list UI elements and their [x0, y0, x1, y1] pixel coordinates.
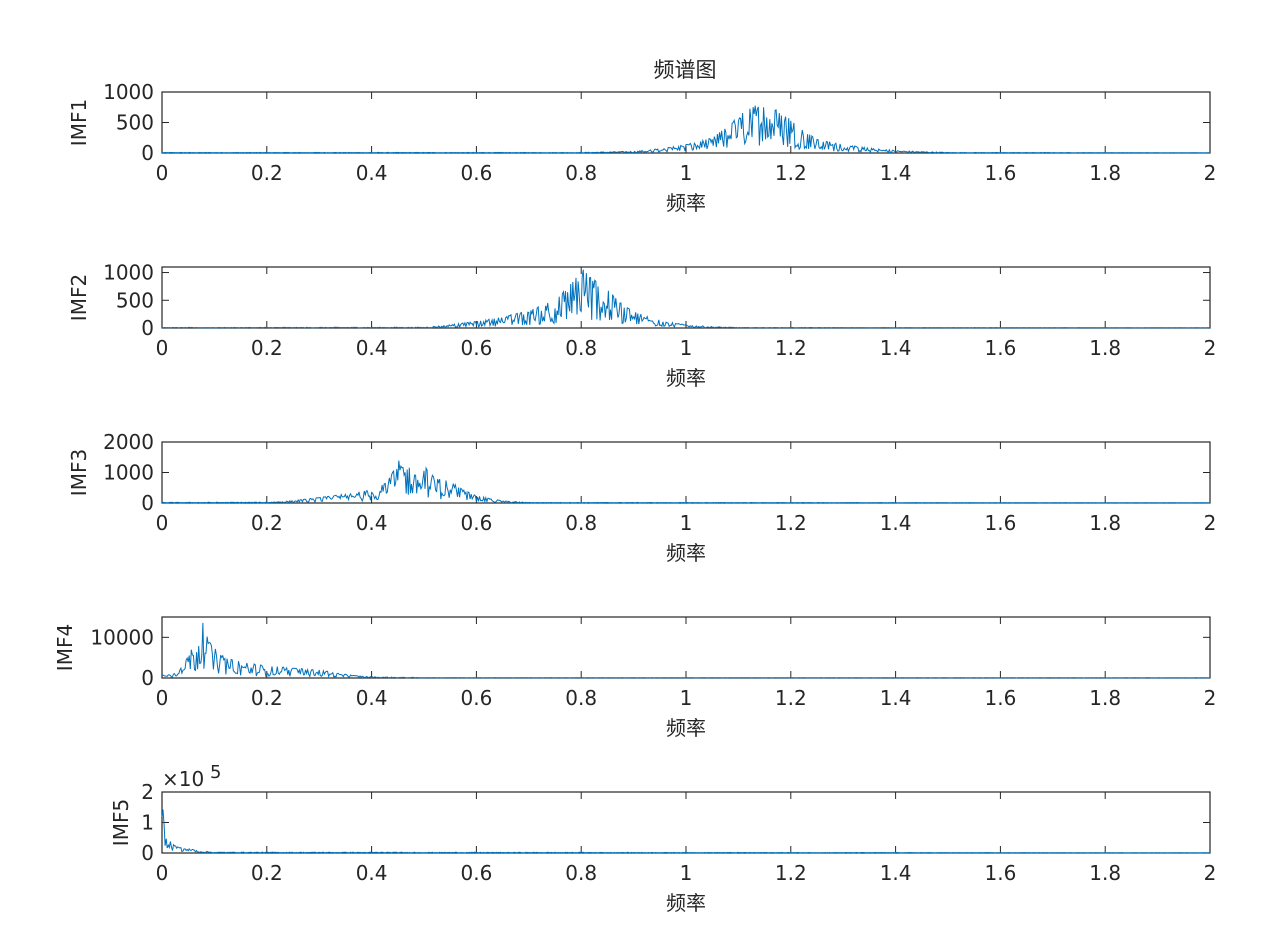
x-tick-label: 0.8 [565, 161, 597, 185]
x-tick-label: 1.8 [1089, 686, 1121, 710]
subplot-4: 0 0.2 0.4 0.6 0.8 1 1.2 1.4 1.6 1.8 2 0 10000 频率 IMF4 [53, 616, 1217, 740]
x-tick-label: 0 [156, 686, 169, 710]
x-tick-label: 0 [156, 336, 169, 360]
spectrum-line [161, 622, 1210, 679]
x-tick-label: 1.6 [984, 511, 1016, 535]
x-tick-label: 0.4 [356, 161, 388, 185]
plot-area [161, 441, 1211, 504]
spectrum-line [161, 809, 1210, 854]
y-tick-label: 0 [141, 666, 154, 690]
x-tick-label: 2 [1204, 861, 1217, 885]
y-tick-label: 1 [141, 811, 154, 835]
y-tick-label: 2 [141, 780, 154, 804]
x-tick-label: 1.8 [1089, 161, 1121, 185]
x-tick-label: 1.4 [880, 511, 912, 535]
x-tick-label: 1 [680, 686, 693, 710]
y-tick-label: 500 [116, 288, 154, 312]
x-tick-label: 0.6 [460, 336, 492, 360]
x-tick-label: 1.2 [775, 511, 807, 535]
x-tick-label: 0 [156, 511, 169, 535]
plot-area [161, 616, 1211, 679]
subplots-container: 0 0.2 0.4 0.6 0.8 1 1.2 1.4 1.6 1.8 205001000频率IMF… [53, 80, 1216, 915]
y-axis-label: IMF3 [67, 449, 91, 496]
x-tick-label: 0.2 [251, 161, 283, 185]
x-tick-label: 0.6 [460, 511, 492, 535]
x-tick-label: 0.8 [565, 336, 597, 360]
x-tick-label: 1.8 [1089, 511, 1121, 535]
figure-title: 频谱图 [654, 58, 717, 82]
x-tick-label: 0.4 [356, 861, 388, 885]
x-tick-label: 1 [680, 861, 693, 885]
y-tick-label: 0 [141, 141, 154, 165]
subplot-1: 0 0.2 0.4 0.6 0.8 1 1.2 1.4 1.6 1.8 2 0 500 1000 频率 IMF… [67, 80, 1216, 215]
y-tick-label: 0 [141, 491, 154, 515]
y-tick-label: 1000 [103, 80, 154, 104]
y-tick-label: 1000 [103, 261, 154, 285]
x-axis-label: 频率 [666, 366, 706, 390]
x-tick-label: 0.4 [356, 336, 388, 360]
y-axis-label: IMF2 [67, 274, 91, 321]
x-tick-label: 2 [1204, 686, 1217, 710]
x-tick-label: 1.6 [984, 336, 1016, 360]
y-tick-label: 10000 [90, 625, 154, 649]
x-tick-label: 2 [1204, 161, 1217, 185]
x-tick-label: 1.6 [984, 161, 1016, 185]
x-tick-label: 1.2 [775, 161, 807, 185]
x-axis-label: 频率 [666, 541, 706, 565]
x-tick-label: 0.2 [251, 511, 283, 535]
x-tick-label: 0.2 [251, 861, 283, 885]
x-tick-label: 0.4 [356, 511, 388, 535]
x-tick-label: 0.8 [565, 861, 597, 885]
x-tick-label: 1.2 [775, 686, 807, 710]
x-tick-label: 0.6 [460, 861, 492, 885]
spectrum-line [161, 105, 1211, 154]
y-axis-label: IMF1 [67, 99, 91, 146]
x-tick-label: 1.8 [1089, 336, 1121, 360]
subplot-3: 0 0.2 0.4 0.6 0.8 1 1.2 1.4 1.6 1.8 2 0 1000 2000 频率 IM… [67, 430, 1216, 565]
x-tick-label: 1.8 [1089, 861, 1121, 885]
spectrum-line [161, 269, 1211, 329]
x-tick-label: 0.6 [460, 161, 492, 185]
x-tick-label: 1 [680, 511, 693, 535]
x-tick-label: 0.8 [565, 511, 597, 535]
x-tick-label: 1.6 [984, 686, 1016, 710]
plot-area [161, 791, 1211, 854]
x-tick-label: 1.2 [775, 336, 807, 360]
x-tick-label: 0.4 [356, 686, 388, 710]
x-tick-label: 0.2 [251, 686, 283, 710]
x-tick-label: 1 [680, 161, 693, 185]
x-tick-label: 0.8 [565, 686, 597, 710]
y-axis-label: IMF5 [109, 799, 133, 846]
x-tick-label: 2 [1204, 336, 1217, 360]
y-exponent-label: ×10 [162, 767, 204, 791]
y-exponent-value: 5 [210, 762, 221, 783]
x-tick-label: 2 [1204, 511, 1217, 535]
x-axis-label: 频率 [666, 891, 706, 915]
x-tick-label: 0.6 [460, 686, 492, 710]
subplot-2: 0 0.2 0.4 0.6 0.8 1 1.2 1.4 1.6 1.8 205001000频率IMF… [67, 261, 1216, 390]
plot-area [161, 266, 1211, 329]
spectrum-line [161, 460, 1211, 504]
x-tick-label: 1.4 [880, 686, 912, 710]
subplot-5: 0 0.2 0.4 0.6 0.8 1 1.2 1.4 1.6 1.8 2 0 1 2 ×10 5 频率 IMF5 [109, 762, 1216, 915]
y-tick-label: 2000 [103, 430, 154, 454]
x-tick-label: 0 [156, 861, 169, 885]
x-tick-label: 0 [156, 161, 169, 185]
x-tick-label: 1.2 [775, 861, 807, 885]
x-tick-label: 1.4 [880, 336, 912, 360]
y-tick-label: 500 [116, 111, 154, 135]
plot-area [161, 91, 1211, 154]
y-tick-label: 1000 [103, 461, 154, 485]
x-tick-label: 1 [680, 336, 693, 360]
x-tick-label: 1.4 [880, 161, 912, 185]
x-axis-label: 频率 [666, 191, 706, 215]
x-tick-label: 0.2 [251, 336, 283, 360]
x-tick-label: 1.6 [984, 861, 1016, 885]
x-tick-label: 1.4 [880, 861, 912, 885]
y-axis-label: IMF4 [53, 624, 77, 671]
y-tick-label: 0 [141, 316, 154, 340]
y-tick-label: 0 [141, 841, 154, 865]
x-axis-label: 频率 [666, 716, 706, 740]
